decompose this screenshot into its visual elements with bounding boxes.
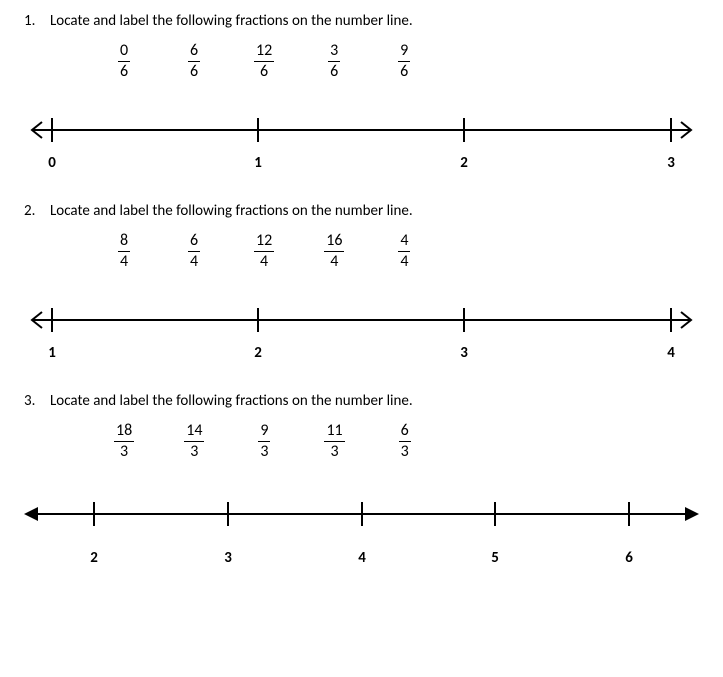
fraction: 143 bbox=[184, 422, 204, 460]
problem-1: 1. Locate and label the following fracti… bbox=[24, 12, 699, 172]
problem-3: 3. Locate and label the following fracti… bbox=[24, 392, 699, 566]
tick-label: 4 bbox=[667, 344, 675, 362]
tick-label: 3 bbox=[667, 154, 675, 172]
numberline-labels: 1 2 3 4 bbox=[24, 340, 699, 362]
problem-2-prompt: 2. Locate and label the following fracti… bbox=[24, 202, 699, 220]
problem-number: 3. bbox=[24, 392, 50, 410]
tick-label: 2 bbox=[460, 154, 468, 172]
fraction: 96 bbox=[394, 42, 414, 80]
tick-label: 0 bbox=[48, 154, 56, 172]
numberline-svg bbox=[24, 110, 699, 150]
fraction: 183 bbox=[114, 422, 134, 460]
fraction: 126 bbox=[254, 42, 274, 80]
tick-label: 1 bbox=[48, 344, 56, 362]
problem-2-numberline: 1 2 3 4 bbox=[24, 300, 699, 362]
problem-number: 1. bbox=[24, 12, 50, 30]
fraction: 44 bbox=[394, 232, 414, 270]
numberline-svg bbox=[24, 300, 699, 340]
tick-label: 1 bbox=[254, 154, 262, 172]
numberline-labels: 0 1 2 3 bbox=[24, 150, 699, 172]
problem-2-fractions: 84 64 124 164 44 bbox=[114, 232, 699, 270]
tick-label: 3 bbox=[460, 344, 468, 362]
tick-label: 6 bbox=[625, 549, 633, 567]
problem-text: Locate and label the following fractions… bbox=[50, 202, 413, 220]
problem-text: Locate and label the following fractions… bbox=[50, 12, 413, 30]
tick-label: 4 bbox=[358, 549, 366, 567]
fraction: 36 bbox=[324, 42, 344, 80]
fraction: 06 bbox=[114, 42, 134, 80]
numberline-labels: 2 3 4 5 6 bbox=[24, 537, 699, 567]
fraction: 63 bbox=[395, 422, 415, 460]
fraction: 124 bbox=[254, 232, 274, 270]
fraction: 66 bbox=[184, 42, 204, 80]
problem-text: Locate and label the following fractions… bbox=[50, 392, 413, 410]
fraction: 64 bbox=[184, 232, 204, 270]
tick-label: 5 bbox=[491, 549, 499, 567]
problem-3-prompt: 3. Locate and label the following fracti… bbox=[24, 392, 699, 410]
problem-3-numberline: 2 3 4 5 6 bbox=[24, 491, 699, 567]
problem-1-fractions: 06 66 126 36 96 bbox=[114, 42, 699, 80]
problem-1-prompt: 1. Locate and label the following fracti… bbox=[24, 12, 699, 30]
fraction: 84 bbox=[114, 232, 134, 270]
tick-label: 2 bbox=[254, 344, 262, 362]
tick-label: 3 bbox=[224, 549, 232, 567]
numberline-svg bbox=[24, 491, 699, 537]
fraction: 164 bbox=[324, 232, 344, 270]
problem-2: 2. Locate and label the following fracti… bbox=[24, 202, 699, 362]
worksheet-page: 1. Locate and label the following fracti… bbox=[0, 0, 723, 621]
tick-label: 2 bbox=[90, 549, 98, 567]
fraction: 113 bbox=[324, 422, 344, 460]
problem-number: 2. bbox=[24, 202, 50, 220]
problem-1-numberline: 0 1 2 3 bbox=[24, 110, 699, 172]
problem-3-fractions: 183 143 93 113 63 bbox=[114, 422, 699, 460]
fraction: 93 bbox=[254, 422, 274, 460]
